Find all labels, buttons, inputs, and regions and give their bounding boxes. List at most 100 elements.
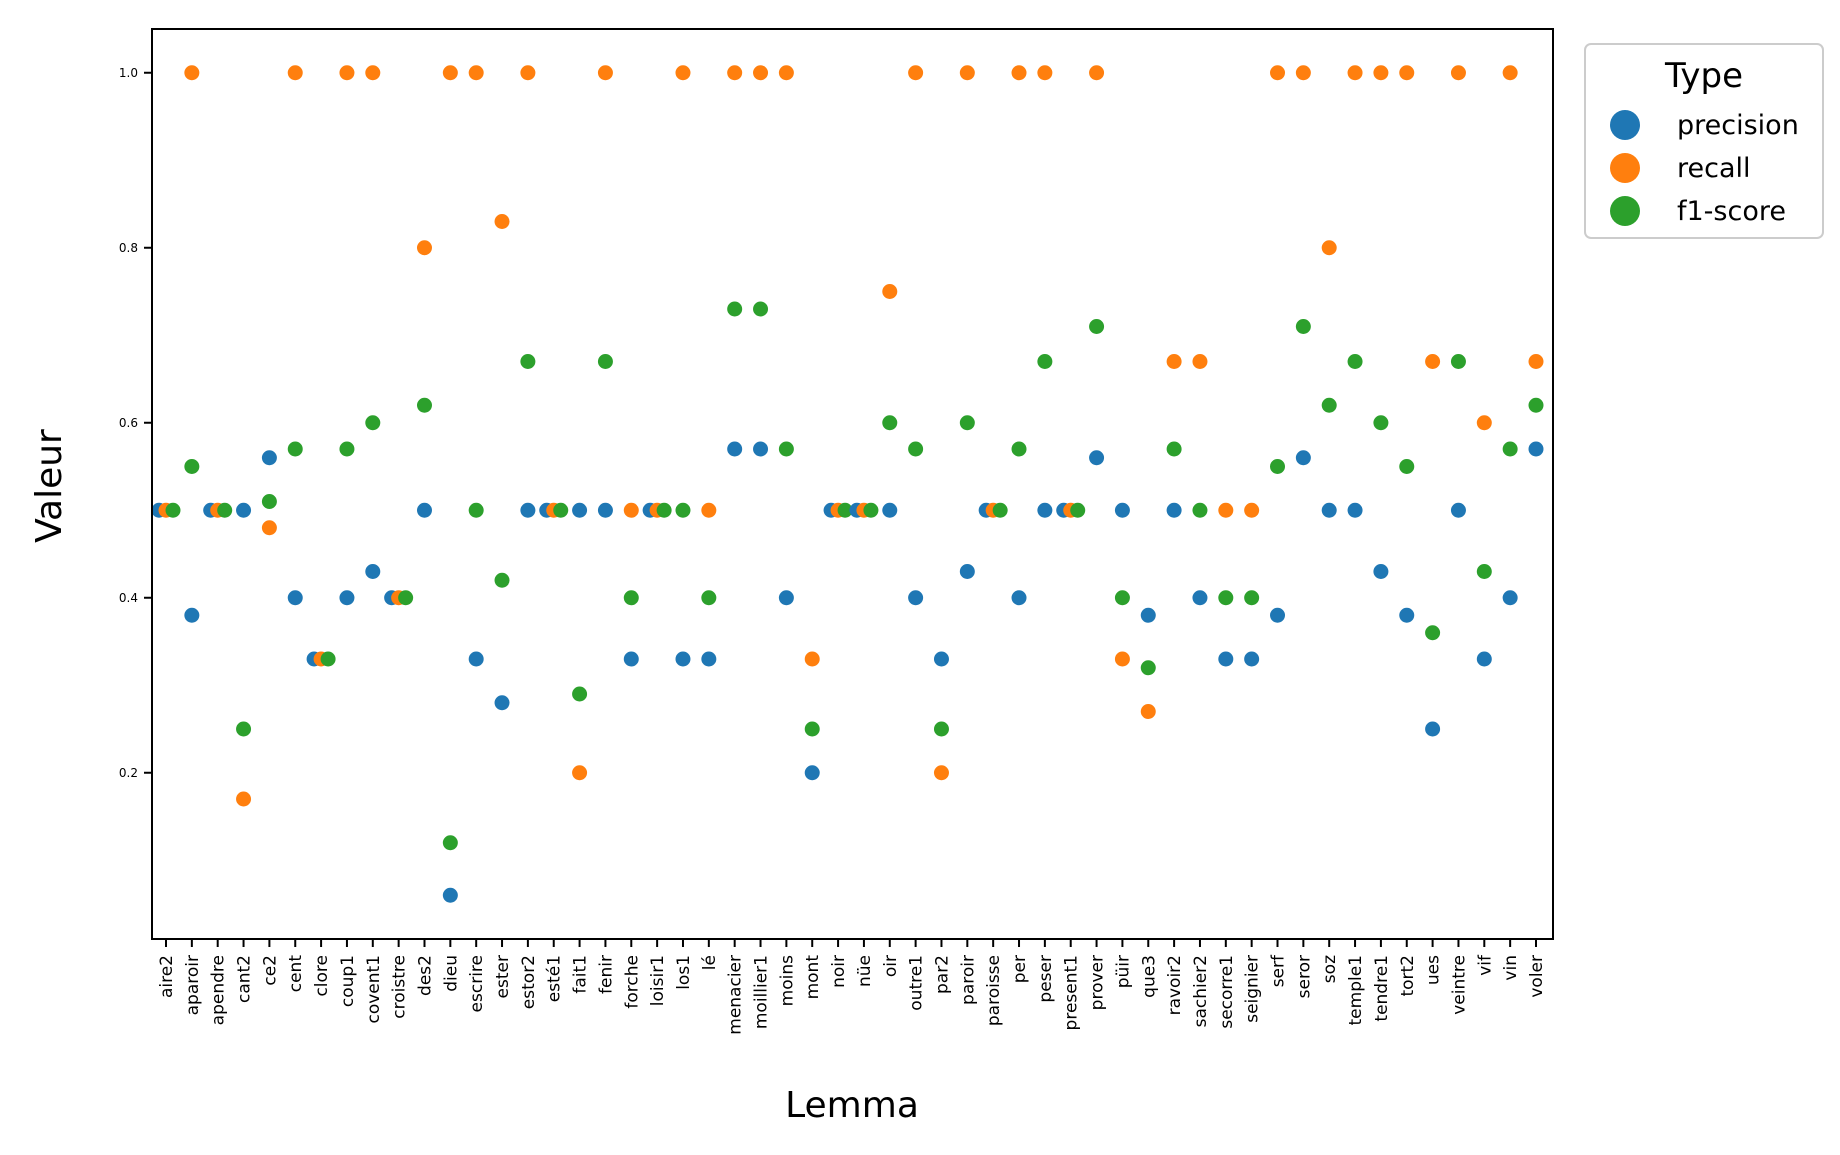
x-axis: aire2 aparoir apendre cant2 ce2 cent clore coup…: [157, 939, 1547, 1035]
point-f1-score-tort2: [1399, 459, 1415, 474]
point-recall-moins: [778, 65, 794, 81]
point-f1-score-serf: [1270, 459, 1286, 474]
point-precision-oir: [882, 502, 898, 518]
x-tick-label: sachier2: [1191, 955, 1211, 1027]
x-tick-label: vif: [1475, 954, 1495, 976]
x-tick-label: esté1: [545, 955, 565, 1002]
point-f1-score-temple1: [1347, 354, 1363, 369]
point-recall-veintre: [1450, 65, 1466, 81]
point-recall-püir: [1114, 651, 1130, 667]
point-precision-lé: [701, 651, 717, 667]
point-precision-sachier2: [1192, 590, 1208, 606]
point-f1-score-estor2: [520, 354, 536, 369]
point-f1-score-forche: [623, 590, 639, 606]
point-precision-mont: [804, 765, 820, 781]
point-precision-temple1: [1347, 502, 1363, 518]
legend-label-f1-score: f1-score: [1677, 196, 1786, 227]
x-tick-label: lé: [700, 955, 720, 970]
point-precision-moillier1: [753, 441, 769, 457]
point-recall-escrire: [468, 65, 484, 81]
point-recall-des2: [416, 240, 432, 256]
y-tick-label: 0.8: [119, 241, 138, 255]
point-f1-score-ues: [1425, 625, 1441, 641]
legend: Type precision recall f1-score: [1584, 43, 1824, 239]
point-f1-score-par2: [933, 721, 949, 737]
x-tick-label: fait1: [571, 955, 591, 994]
point-f1-score-moillier1: [753, 301, 769, 317]
point-precision-veintre: [1450, 502, 1466, 518]
point-precision-outre1: [908, 590, 924, 606]
point-f1-score-vin: [1502, 441, 1518, 457]
point-precision-cant2: [236, 502, 252, 518]
x-tick-label: tendre1: [1372, 955, 1392, 1022]
x-tick-label: covent1: [364, 955, 384, 1024]
x-tick-label: croistre: [390, 955, 410, 1019]
x-tick-label: present1: [1062, 955, 1082, 1030]
x-tick-label: loisir1: [648, 955, 668, 1006]
point-f1-score-soz: [1321, 397, 1337, 413]
y-tick-label: 0.6: [119, 416, 138, 430]
x-tick-label: soz: [1320, 955, 1340, 983]
point-precision-püir: [1114, 502, 1130, 518]
x-tick-label: outre1: [907, 955, 927, 1011]
x-tick-label: cant2: [235, 955, 255, 1003]
point-f1-score-seror: [1295, 319, 1311, 334]
x-tick-label: voler: [1527, 955, 1547, 998]
x-tick-label: par2: [932, 955, 952, 994]
point-precision-coup1: [339, 590, 355, 606]
point-recall-ravoir2: [1166, 354, 1182, 369]
point-recall-ce2: [261, 520, 277, 536]
point-f1-score-voler: [1528, 397, 1544, 413]
point-recall-paroir: [959, 65, 975, 81]
point-precision-tendre1: [1373, 564, 1389, 579]
x-tick-label: ravoir2: [1165, 955, 1185, 1015]
x-tick-label: peser: [1036, 955, 1056, 1003]
x-tick-label: moins: [777, 955, 797, 1006]
x-tick-label: aire2: [157, 955, 177, 998]
point-f1-score-seignier: [1244, 590, 1260, 606]
point-recall-temple1: [1347, 65, 1363, 81]
point-precision-vif: [1476, 651, 1492, 667]
x-tick-label: vin: [1501, 955, 1521, 981]
point-precision-fenir: [597, 502, 613, 518]
point-precision-vin: [1502, 590, 1518, 606]
point-precision-ravoir2: [1166, 502, 1182, 518]
x-tick-label: temple1: [1346, 955, 1366, 1025]
point-recall-forche: [623, 502, 639, 518]
point-precision-menacier: [727, 441, 743, 457]
point-f1-score-paroisse: [992, 502, 1008, 518]
point-f1-score-vif: [1476, 564, 1492, 579]
point-f1-score-noir: [837, 502, 853, 518]
x-tick-label: los1: [674, 955, 694, 990]
point-f1-score-aparoir: [184, 459, 200, 474]
point-precision-ester: [494, 695, 510, 711]
point-f1-score-dieu: [442, 835, 458, 851]
x-tick-label: aparoir: [183, 955, 203, 1015]
point-recall-sachier2: [1192, 354, 1208, 369]
point-precision-peser: [1037, 502, 1053, 518]
x-tick-label: ce2: [260, 955, 280, 986]
x-tick-label: que3: [1139, 955, 1159, 998]
point-precision-estor2: [520, 502, 536, 518]
x-axis-title: Lemma: [785, 1085, 919, 1126]
point-f1-score-peser: [1037, 354, 1053, 369]
point-precision-cent: [287, 590, 303, 606]
y-axis-title: Valeur: [29, 429, 70, 543]
x-tick-label: coup1: [338, 955, 358, 1007]
point-precision-aparoir: [184, 607, 200, 623]
point-recall-cant2: [236, 791, 252, 807]
point-recall-ester: [494, 214, 510, 229]
point-recall-aparoir: [184, 65, 200, 81]
point-recall-voler: [1528, 354, 1544, 369]
point-f1-score-per: [1011, 441, 1027, 457]
x-tick-label: paroir: [958, 955, 978, 1005]
point-f1-score-clore: [320, 651, 336, 667]
legend-title: Type: [1664, 56, 1743, 96]
x-tick-label: nüe: [855, 955, 875, 987]
point-f1-score-ce2: [261, 494, 277, 509]
x-tick-label: cent: [286, 955, 306, 993]
point-f1-score-moins: [778, 441, 794, 457]
x-tick-label: fenir: [596, 955, 616, 994]
point-f1-score-ravoir2: [1166, 441, 1182, 457]
x-tick-label: per: [1010, 955, 1030, 983]
